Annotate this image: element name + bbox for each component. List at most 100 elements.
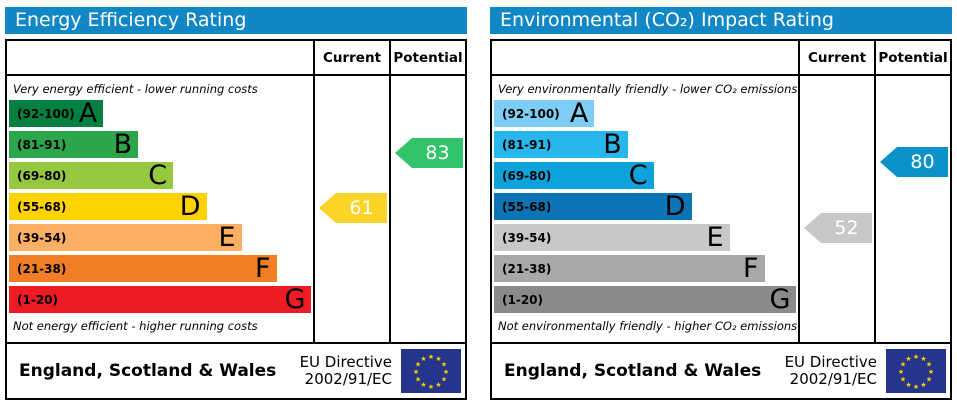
- band-range-label: (69-80): [17, 168, 67, 183]
- band-range-label: (39-54): [502, 230, 552, 245]
- svg-text:★: ★: [928, 368, 934, 376]
- band-letter: G: [769, 283, 791, 315]
- band-range-label: (21-38): [17, 261, 67, 276]
- band-range-label: (81-91): [502, 137, 552, 152]
- band-letter: E: [218, 221, 236, 253]
- svg-text:★: ★: [920, 381, 926, 389]
- svg-text:★: ★: [441, 361, 447, 369]
- column-header-current: Current: [798, 41, 874, 76]
- svg-text:★: ★: [420, 355, 426, 363]
- band-g: (1-20) G: [494, 283, 797, 315]
- band-row: (69-80) C: [9, 162, 313, 193]
- svg-text:★: ★: [900, 361, 906, 369]
- potential-rating-value: 80: [897, 147, 948, 177]
- band-d: (55-68) D: [9, 193, 207, 220]
- rating-table: Current Potential Very environmentally f…: [490, 39, 952, 400]
- svg-text:★: ★: [420, 381, 426, 389]
- rating-table: Current Potential Very energy efficient …: [5, 39, 467, 400]
- band-letter: D: [664, 190, 686, 222]
- potential-column: 80: [874, 76, 950, 342]
- bands-area: Very energy efficient - lower running co…: [7, 76, 313, 342]
- eu-directive-line2: 2002/91/EC: [789, 370, 877, 388]
- band-range-label: (55-68): [502, 199, 552, 214]
- svg-text:★: ★: [415, 361, 421, 369]
- band-c: (69-80) C: [494, 162, 654, 189]
- band-letter: G: [284, 283, 306, 315]
- svg-text:★: ★: [926, 361, 932, 369]
- band-letter: C: [628, 159, 648, 191]
- svg-text:★: ★: [441, 376, 447, 384]
- svg-text:★: ★: [428, 383, 434, 391]
- band-e: (39-54) E: [494, 224, 730, 251]
- footer-region: England, Scotland & Wales: [19, 361, 277, 381]
- svg-text:★: ★: [926, 376, 932, 384]
- panel-header: Energy Efficiency Rating: [5, 7, 467, 34]
- bottom-note: Not energy efficient - higher running co…: [13, 319, 258, 333]
- environmental-impact-panel: Environmental (CO₂) Impact Rating Curren…: [490, 7, 952, 400]
- svg-text:★: ★: [913, 383, 919, 391]
- band-range-label: (69-80): [502, 168, 552, 183]
- band-range-label: (55-68): [17, 199, 67, 214]
- svg-text:★: ★: [435, 381, 441, 389]
- table-footer: England, Scotland & Wales EU Directive 2…: [7, 342, 465, 398]
- band-range-label: (39-54): [17, 230, 67, 245]
- arrow-point-icon: [395, 137, 412, 168]
- top-note: Very energy efficient - lower running co…: [13, 82, 258, 96]
- band-f: (21-38) F: [494, 255, 765, 282]
- eu-directive: EU Directive 2002/91/EC: [784, 352, 877, 389]
- band-row: (21-38) F: [494, 255, 798, 286]
- band-b: (81-91) B: [9, 128, 139, 160]
- band-letter: B: [603, 128, 622, 160]
- current-column: 52: [798, 76, 874, 342]
- potential-column: 83: [389, 76, 465, 342]
- band-a: (92-100) A: [494, 97, 595, 129]
- svg-text:★: ★: [415, 376, 421, 384]
- footer-region: England, Scotland & Wales: [504, 361, 762, 381]
- band-row: (81-91) B: [9, 131, 313, 162]
- current-rating-value: 52: [821, 212, 872, 243]
- band-b: (81-91) B: [494, 131, 628, 158]
- panel-title: Energy Efficiency Rating: [15, 9, 247, 31]
- svg-text:★: ★: [443, 368, 449, 376]
- band-letter: E: [706, 221, 724, 253]
- panel-header: Environmental (CO₂) Impact Rating: [490, 7, 952, 34]
- svg-text:★: ★: [905, 381, 911, 389]
- current-column: 61: [313, 76, 389, 342]
- band-letter: A: [569, 97, 589, 129]
- band-range-label: (1-20): [502, 292, 543, 307]
- band-range-label: (81-91): [17, 137, 67, 152]
- band-row: (39-54) E: [9, 224, 313, 255]
- band-row: (55-68) D: [494, 193, 798, 224]
- potential-rating-arrow: 83: [395, 137, 463, 168]
- band-letter: B: [113, 128, 133, 160]
- band-row: (81-91) B: [494, 131, 798, 162]
- band-range-label: (92-100): [502, 106, 560, 121]
- energy-efficiency-panel: Energy Efficiency Rating Current Potenti…: [5, 7, 467, 400]
- band-g: (1-20) G: [9, 283, 312, 315]
- eu-directive-line1: EU Directive: [784, 352, 877, 371]
- band-letter: C: [148, 159, 168, 191]
- band-row: (69-80) C: [494, 162, 798, 193]
- svg-text:★: ★: [428, 353, 434, 361]
- band-row: (55-68) D: [9, 193, 313, 224]
- band-range-label: (21-38): [502, 261, 552, 276]
- band-letter: A: [78, 97, 98, 129]
- column-header-current: Current: [313, 41, 389, 76]
- band-range-label: (1-20): [17, 292, 58, 307]
- current-rating-arrow: 61: [319, 192, 387, 223]
- band-a: (92-100) A: [9, 97, 104, 129]
- band-row: (1-20) G: [9, 286, 313, 317]
- table-footer: England, Scotland & Wales EU Directive 2…: [492, 342, 950, 398]
- column-header-potential: Potential: [874, 41, 950, 76]
- bands-area: Very environmentally friendly - lower CO…: [492, 76, 798, 342]
- svg-text:★: ★: [900, 376, 906, 384]
- current-rating-arrow: 52: [804, 212, 872, 243]
- band-letter: F: [254, 252, 271, 284]
- header-empty-cell: [7, 41, 313, 76]
- band-row: (39-54) E: [494, 224, 798, 255]
- band-f: (21-38) F: [9, 255, 277, 282]
- arrow-point-icon: [880, 147, 897, 177]
- svg-text:★: ★: [913, 353, 919, 361]
- arrow-point-icon: [319, 192, 336, 223]
